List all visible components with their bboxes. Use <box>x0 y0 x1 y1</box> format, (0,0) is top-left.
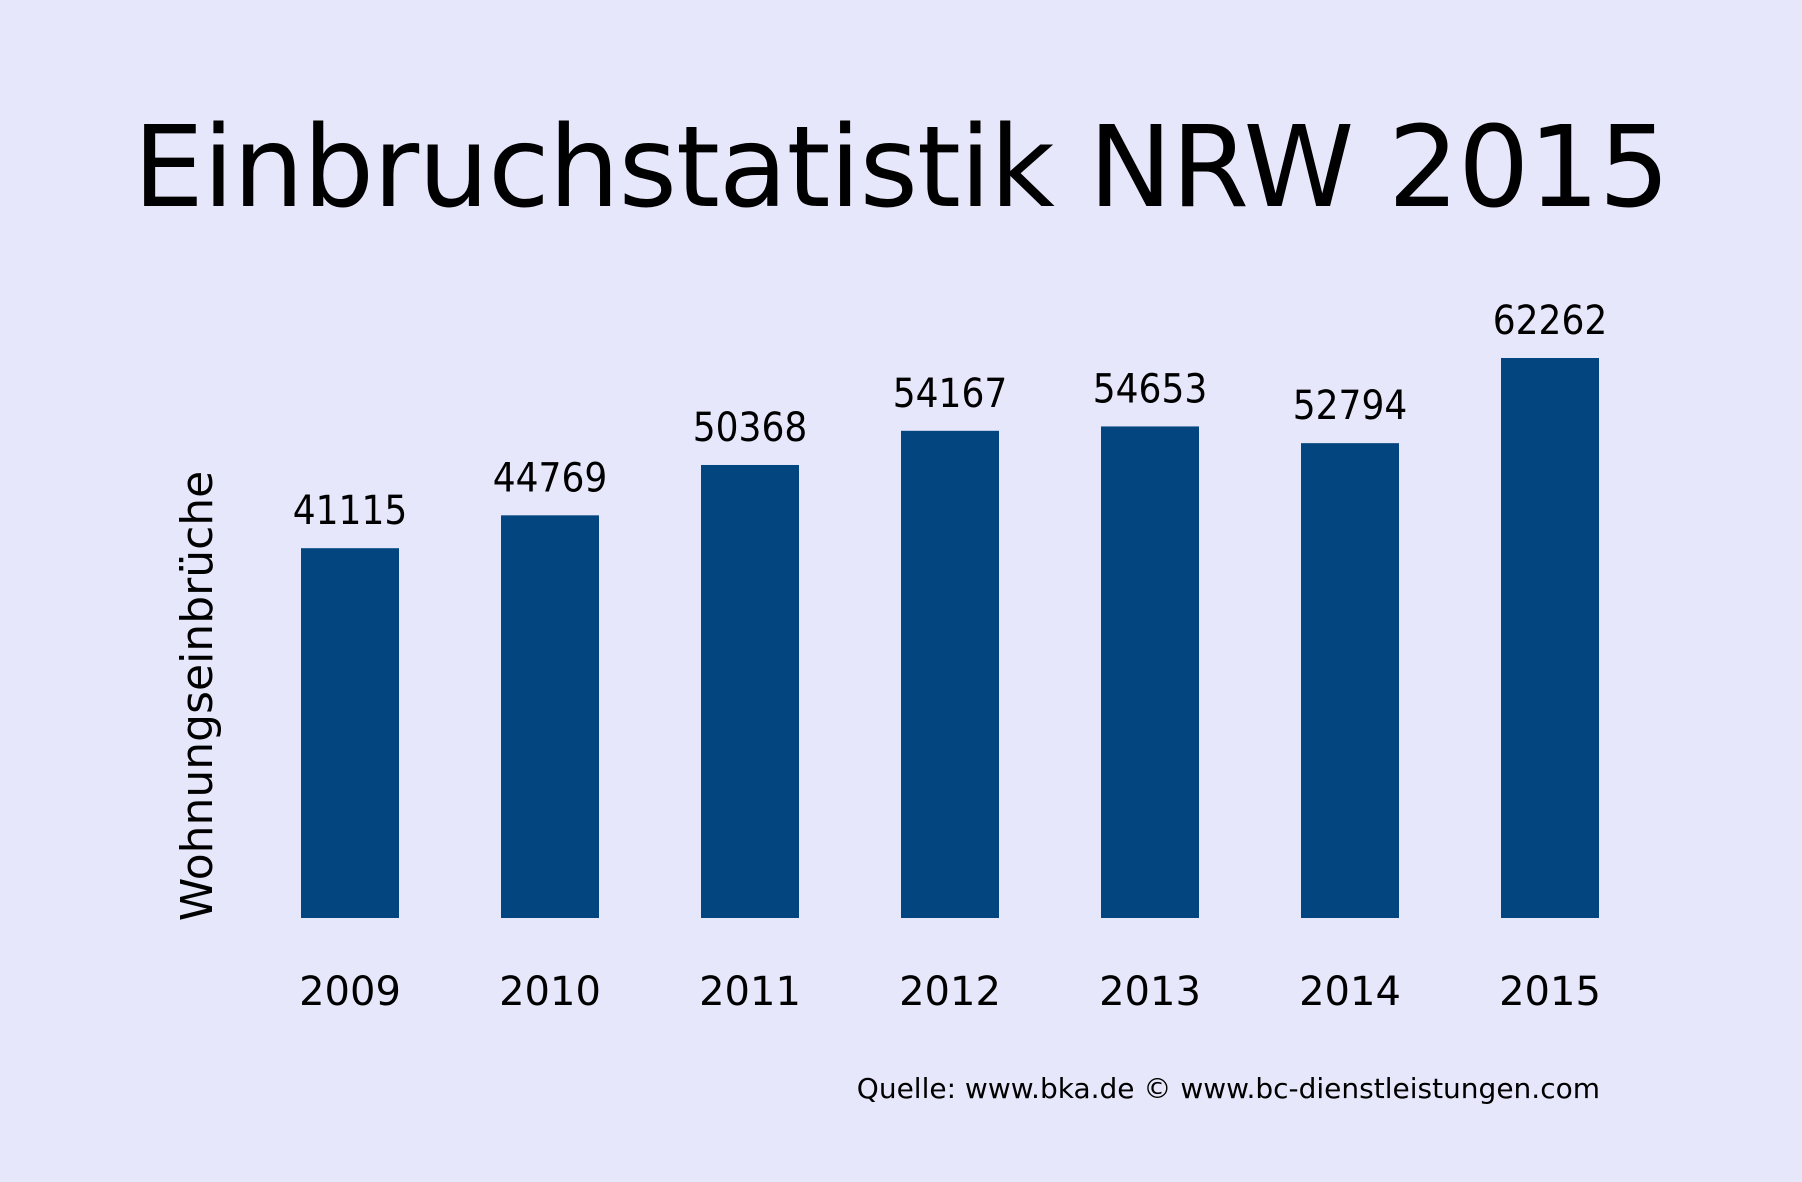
value-labels-group: 41115 44769 50368 54167 54653 52794 62262 <box>293 298 1607 534</box>
value-label-2013: 54653 <box>1093 366 1207 412</box>
value-label-2009: 41115 <box>293 488 407 534</box>
bar-2009 <box>301 548 399 918</box>
x-tick-label-2014: 2014 <box>1299 969 1401 1015</box>
chart-title: Einbruchstatistik NRW 2015 <box>133 103 1670 233</box>
bar-2010 <box>501 515 599 918</box>
bars-group <box>301 358 1599 918</box>
x-tick-label-2015: 2015 <box>1499 969 1601 1015</box>
value-label-2010: 44769 <box>493 455 607 501</box>
source-credit: Quelle: www.bka.de © www.bc-dienstleistu… <box>856 1072 1600 1105</box>
value-label-2012: 54167 <box>893 371 1007 417</box>
x-tick-label-2013: 2013 <box>1099 969 1201 1015</box>
value-label-2014: 52794 <box>1293 383 1407 429</box>
bar-2011 <box>701 464 799 918</box>
value-label-2015: 62262 <box>1493 298 1607 344</box>
x-tick-label-2011: 2011 <box>699 969 801 1015</box>
x-tick-label-2012: 2012 <box>899 969 1001 1015</box>
bar-2015 <box>1501 358 1599 918</box>
y-axis-label: Wohnungseinbrüche <box>172 471 223 921</box>
x-tick-label-2010: 2010 <box>499 969 601 1015</box>
value-label-2011: 50368 <box>693 405 807 451</box>
bar-2013 <box>1101 426 1199 918</box>
bar-2012 <box>901 430 999 918</box>
x-tick-label-2009: 2009 <box>299 969 401 1015</box>
x-axis-ticks-group: 2009 2010 2011 2012 2013 2014 2015 <box>299 969 1601 1015</box>
bar-2014 <box>1301 443 1399 918</box>
